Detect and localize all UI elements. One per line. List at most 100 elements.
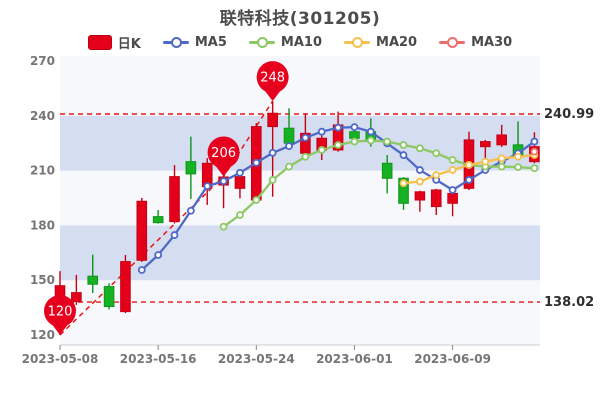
balloon-marker: 248 [256, 61, 289, 102]
balloon-marker: 206 [207, 136, 240, 177]
legend-item-ma10[interactable]: MA10 [248, 34, 323, 50]
x-axis-tick-label: 2023-05-08 [22, 352, 99, 366]
ma10-marker-icon [399, 141, 408, 149]
chart-title: 联特科技(301205) [219, 9, 381, 29]
ma10-marker-icon [383, 137, 392, 146]
candle[interactable] [496, 124, 507, 147]
balloon-marker: 120 [44, 295, 76, 335]
legend-swatch-icon [162, 36, 189, 49]
ma30-marker-icon [530, 147, 539, 156]
ma20-marker-icon [399, 179, 408, 188]
candle[interactable] [414, 190, 426, 212]
ma5-marker-icon [465, 176, 473, 184]
legend-item-ma30[interactable]: MA30 [439, 35, 512, 50]
legend-swatch-icon [248, 36, 275, 49]
y-axis-tick-label: 120 [30, 328, 55, 342]
price-level-label: 240.99 [544, 107, 594, 122]
y-axis-tick-label: 210 [30, 164, 55, 178]
balloon-marker-label: 248 [260, 71, 285, 86]
legend-item-label: MA20 [376, 34, 418, 50]
y-axis-tick-label: 270 [30, 54, 55, 68]
ma20-marker-icon [432, 171, 441, 179]
ma5-marker-icon [350, 123, 359, 132]
y-axis-tick-label: 150 [30, 273, 55, 287]
ma5-marker-icon [317, 127, 326, 136]
ma5-marker-icon [170, 231, 179, 239]
ma20-marker-icon [481, 157, 490, 166]
ma5-marker-icon [137, 266, 146, 274]
ma5-marker-icon [154, 251, 163, 259]
ma5-marker-icon [301, 133, 310, 142]
ma5-line [137, 123, 539, 274]
candle[interactable] [430, 188, 442, 215]
ma10-marker-icon [448, 156, 457, 164]
ma30-line [530, 147, 539, 156]
ma10-marker-icon [219, 222, 228, 231]
candle[interactable] [169, 165, 180, 224]
ma5-marker-icon [268, 148, 277, 157]
ma5-marker-icon [366, 127, 375, 136]
ma5-marker-icon [285, 142, 293, 151]
candle[interactable] [136, 198, 148, 262]
ma20-marker-icon [415, 177, 424, 186]
ma10-marker-icon [285, 162, 293, 171]
x-axis-tick-label: 2023-06-01 [316, 352, 393, 366]
ma5-marker-icon [203, 182, 212, 191]
legend-item-ma5[interactable]: MA5 [162, 34, 227, 50]
ma20-marker-icon [465, 161, 473, 169]
ma10-marker-icon [236, 211, 244, 219]
ma10-marker-icon [268, 176, 277, 184]
y-axis-tick-label: 180 [30, 218, 55, 232]
ma5-marker-icon [236, 168, 244, 177]
legend-item-label: MA30 [471, 34, 513, 50]
candle[interactable] [152, 210, 164, 224]
ma10-marker-icon [301, 152, 310, 161]
ma20-marker-icon [514, 152, 522, 161]
candle[interactable] [381, 155, 393, 194]
ma10-line [219, 136, 539, 231]
ma10-marker-icon [334, 141, 342, 149]
ma5-marker-icon [252, 158, 261, 167]
ma5-marker-icon [399, 151, 408, 159]
legend-item-label: MA5 [194, 34, 227, 50]
legend-item-label: MA10 [280, 34, 323, 50]
ma20-marker-icon [448, 166, 457, 174]
ma5-marker-icon [415, 166, 424, 174]
price-level-label: 138.02 [544, 295, 594, 310]
legend-swatch-icon [439, 36, 466, 49]
ma5-marker-icon [186, 206, 195, 215]
ma20-line [399, 151, 539, 188]
x-axis-tick-label: 2023-05-24 [218, 352, 295, 366]
ma10-marker-icon [530, 164, 539, 173]
legend-item-label: 日K [117, 36, 141, 52]
ma10-marker-icon [514, 163, 522, 172]
candle[interactable] [103, 283, 115, 310]
candle[interactable] [120, 254, 131, 314]
legend-item-kline[interactable]: 日K [87, 33, 141, 52]
ma10-marker-icon [432, 149, 441, 158]
balloon-marker-label: 206 [211, 146, 236, 161]
ma10-marker-icon [350, 137, 359, 146]
ma5-marker-icon [334, 123, 342, 132]
x-axis-tick-label: 2023-05-16 [120, 352, 197, 366]
ma5-marker-icon [448, 186, 457, 194]
legend-swatch-icon [87, 34, 112, 50]
candle[interactable] [185, 136, 197, 199]
ma10-marker-icon [366, 136, 375, 145]
ma10-marker-icon [497, 162, 506, 171]
ma10-marker-icon [415, 144, 424, 153]
ma20-marker-icon [497, 154, 506, 163]
candle[interactable] [87, 254, 99, 293]
candle[interactable] [71, 274, 82, 305]
y-axis-tick-label: 240 [30, 109, 55, 123]
x-axis-tick-label: 2023-06-09 [414, 352, 491, 366]
ma5-marker-icon [530, 137, 539, 146]
legend-item-ma20[interactable]: MA20 [344, 35, 417, 50]
ma10-marker-icon [252, 196, 261, 204]
ma5-marker-icon [219, 177, 228, 186]
legend-swatch-icon [344, 36, 371, 49]
chart-legend: 日K MA5 MA10 MA20 MA30 [0, 31, 600, 53]
ma10-marker-icon [317, 146, 326, 154]
